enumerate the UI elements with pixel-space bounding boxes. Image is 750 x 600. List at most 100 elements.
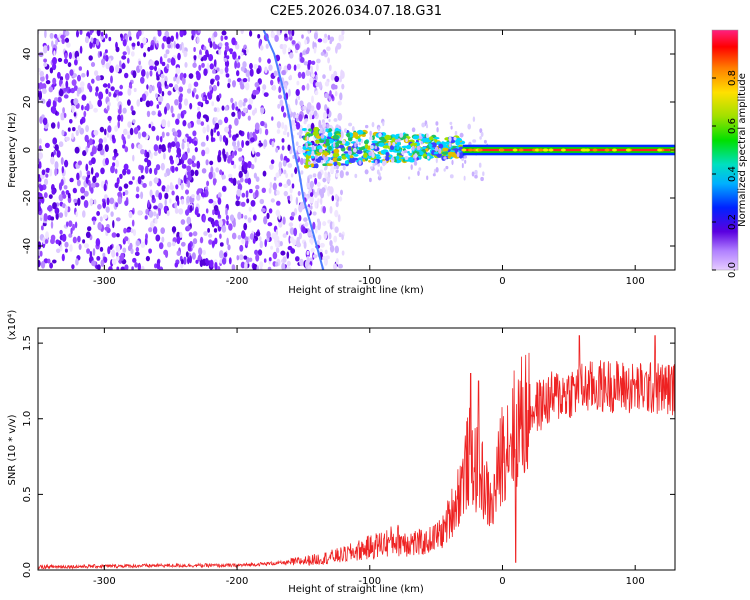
noise-blob: [41, 169, 46, 176]
noise-blob: [301, 34, 304, 39]
noise-blob: [77, 235, 81, 243]
noise-blob: [203, 46, 207, 51]
noise-blob: [256, 265, 260, 270]
noise-blob: [234, 117, 239, 126]
halo-blob: [483, 139, 487, 144]
noise-blob: [90, 167, 94, 175]
noise-blob: [238, 130, 243, 136]
signal-blob: [438, 143, 444, 149]
noise-blob: [341, 30, 345, 36]
noise-blob: [54, 168, 58, 177]
noise-blob: [61, 37, 65, 45]
noise-blob: [124, 236, 129, 242]
halo-blob: [358, 160, 362, 165]
noise-blob: [231, 232, 237, 240]
noise-blob: [303, 217, 308, 222]
noise-blob: [194, 147, 198, 153]
noise-blob: [145, 208, 149, 215]
noise-blob: [240, 66, 245, 72]
noise-blob: [249, 233, 254, 240]
signal-blob: [449, 152, 457, 157]
noise-blob: [334, 209, 339, 218]
noise-blob: [164, 80, 167, 87]
noise-blob: [146, 151, 150, 159]
tone-peak: [512, 148, 518, 152]
noise-blob: [217, 197, 222, 205]
noise-blob: [38, 68, 42, 73]
noise-blob: [164, 198, 167, 206]
noise-blob: [291, 211, 295, 217]
noise-blob: [253, 63, 259, 70]
noise-blob: [300, 57, 305, 63]
noise-blob: [262, 89, 265, 95]
noise-blob: [191, 162, 197, 168]
noise-blob: [313, 46, 317, 54]
noise-blob: [187, 256, 190, 265]
halo-blob: [333, 166, 337, 170]
noise-blob: [249, 188, 253, 194]
noise-blob: [47, 205, 53, 212]
noise-blob: [224, 44, 230, 52]
noise-blob: [76, 179, 81, 187]
noise-blob: [175, 141, 180, 149]
halo-blob: [472, 139, 477, 143]
noise-blob: [60, 246, 63, 252]
noise-blob: [196, 36, 200, 44]
noise-blob: [156, 43, 159, 48]
noise-blob: [214, 74, 220, 81]
noise-blob: [279, 99, 284, 107]
noise-blob: [267, 58, 271, 64]
noise-blob: [224, 106, 228, 111]
noise-blob: [193, 81, 199, 87]
noise-blob: [167, 241, 172, 248]
noise-blob: [109, 65, 114, 73]
noise-blob: [202, 126, 207, 134]
noise-blob: [322, 121, 326, 129]
noise-blob: [164, 172, 168, 178]
noise-blob: [255, 152, 261, 157]
noise-blob: [213, 107, 218, 112]
noise-blob: [117, 191, 122, 197]
noise-blob: [124, 264, 129, 270]
noise-blob: [64, 248, 68, 253]
noise-blob: [62, 203, 66, 209]
halo-blob: [308, 161, 311, 166]
noise-blob: [324, 33, 328, 38]
signal-blob: [394, 136, 399, 140]
halo-blob: [371, 152, 375, 159]
noise-blob: [247, 161, 252, 169]
noise-blob: [42, 45, 48, 54]
noise-blob: [111, 232, 117, 238]
noise-blob: [149, 167, 153, 174]
noise-blob: [92, 248, 96, 256]
noise-blob: [131, 142, 135, 150]
noise-blob: [306, 255, 310, 264]
noise-blob: [39, 116, 43, 124]
noise-blob: [231, 37, 236, 46]
noise-blob: [108, 266, 113, 270]
noise-blob: [122, 144, 126, 149]
noise-blob: [324, 249, 328, 255]
noise-blob: [314, 90, 319, 96]
noise-blob: [132, 154, 135, 162]
noise-blob: [115, 202, 119, 208]
noise-blob: [159, 136, 163, 143]
noise-blob: [243, 162, 248, 170]
noise-blob: [284, 124, 288, 133]
halo-blob: [450, 125, 453, 130]
noise-blob: [47, 258, 51, 264]
noise-blob: [238, 254, 244, 261]
noise-blob: [130, 105, 134, 112]
signal-blob: [358, 147, 364, 151]
noise-blob: [90, 187, 94, 194]
noise-blob: [42, 88, 47, 94]
noise-blob: [163, 249, 169, 256]
noise-blob: [334, 245, 339, 254]
noise-blob: [115, 159, 120, 168]
noise-blob: [145, 100, 151, 108]
noise-blob: [161, 131, 165, 138]
noise-blob: [104, 194, 108, 200]
noise-blob: [145, 233, 148, 240]
noise-blob: [176, 129, 182, 138]
tone-peak: [477, 148, 483, 152]
